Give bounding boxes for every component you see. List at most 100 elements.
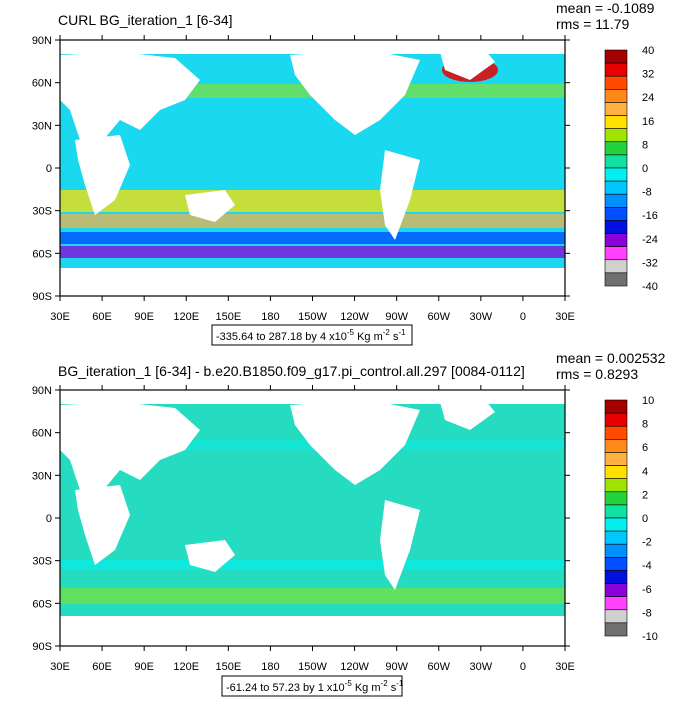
colorbar-label: -16 [642, 210, 658, 222]
stat-mean: mean = -0.1089 [556, 0, 655, 16]
colorbar-label: 8 [642, 419, 648, 431]
lat-tick-label: 0 [46, 163, 52, 175]
lon-tick-label: 150W [298, 311, 327, 323]
colorbar-label: -24 [642, 234, 658, 246]
range-note-box: -61.24 to 57.23 by 1 x10-5 Kg m-2 s-1 [221, 675, 404, 697]
colorbar-cell [604, 425, 628, 440]
lon-tick-label: 90E [134, 311, 154, 323]
lon-tick-label: 30E [555, 661, 575, 673]
colorbar-cell [604, 543, 628, 558]
band-southern-negative [60, 232, 565, 244]
lon-axis: 30E 60E 90E 120E 150E 180 150W 120W 90W 60W 30W 0 30… [50, 35, 575, 323]
lon-tick-label: 60W [427, 311, 450, 323]
arctic-blank [60, 40, 565, 54]
lon-tick-label: 150E [215, 311, 241, 323]
colorbar-label: -4 [642, 560, 652, 572]
panel-difference: BG_iteration_1 [6-34] - b.e20.B1850.f09_… [32, 350, 666, 697]
band-southern-positive [60, 190, 565, 212]
lat-tick-label: 0 [46, 513, 52, 525]
range-unit-tail: s [391, 682, 397, 694]
colorbar-label: -8 [642, 187, 652, 199]
africa [75, 485, 130, 565]
colorbar-label: 32 [642, 69, 654, 81]
colorbar-cell [604, 596, 628, 611]
africa [75, 135, 130, 215]
lon-tick-label: 120E [173, 311, 199, 323]
lat-tick-label: 30S [32, 556, 52, 568]
range-unit-exp: -2 [381, 679, 389, 688]
lon-tick-label: 90E [134, 661, 154, 673]
range-unit: Kg m [357, 331, 383, 343]
colorbar-cell [604, 583, 628, 597]
lon-tick-label: 180 [261, 311, 279, 323]
map-area [59, 389, 566, 647]
colorbar-cell [604, 504, 628, 519]
colorbar-cell [604, 220, 628, 234]
colorbar-cell [604, 154, 628, 169]
colorbar-label: 8 [642, 139, 648, 151]
range-unit-tail: s [393, 331, 399, 343]
lon-tick-label: 60E [92, 661, 112, 673]
lat-tick-label: 60S [32, 248, 52, 260]
lon-tick-label: 120W [340, 661, 369, 673]
svg-text:-335.64 to 287.18 by 4 x10-5 K: -335.64 to 287.18 by 4 x10-5 Kg m-2 s-1 [216, 328, 406, 343]
lon-tick-label: 30E [555, 311, 575, 323]
lat-tick-label: 60S [32, 598, 52, 610]
colorbar-cell [604, 89, 628, 103]
panel-curl: CURL BG_iteration_1 [6-34] mean = -0.108… [32, 0, 658, 346]
panel-title: BG_iteration_1 [6-34] - b.e20.B1850.f09_… [58, 363, 525, 379]
colorbar-cell [604, 272, 628, 287]
colorbar-cell [604, 233, 628, 247]
colorbar-cell [604, 128, 628, 143]
lat-tick-label: 90S [32, 641, 52, 653]
lon-tick-label: 60E [92, 311, 112, 323]
lon-tick-label: 120E [173, 661, 199, 673]
band-southern [60, 560, 565, 570]
colorbar-label: 2 [642, 489, 648, 501]
lon-axis: 30E 60E 90E 120E 150E 180 150W 120W 90W 60W 30W 0 30… [50, 385, 575, 673]
lat-tick-label: 30N [32, 470, 52, 482]
band-southern-strong [60, 214, 565, 228]
lat-tick-label: 90N [32, 385, 52, 397]
lon-tick-label: 180 [261, 661, 279, 673]
colorbar-label: 6 [642, 442, 648, 454]
range-exp: -5 [345, 679, 353, 688]
lat-tick-label: 60N [32, 428, 52, 440]
north-america [290, 400, 420, 485]
colorbar-cell [604, 622, 628, 637]
lat-axis: 90N 60N 30N 0 30S 60S 90S [32, 385, 570, 653]
range-note: -61.24 to 57.23 by 1 x10 [226, 682, 345, 694]
range-unit-tail-exp: -1 [396, 679, 404, 688]
colorbar-cell [604, 246, 628, 261]
north-america [290, 50, 420, 135]
range-exp: -5 [347, 328, 355, 337]
lat-tick-label: 60N [32, 78, 52, 90]
colorbar-label: 40 [642, 45, 654, 57]
colorbar-cell [604, 259, 628, 274]
lat-tick-label: 30N [32, 120, 52, 132]
colorbar-cell [604, 530, 628, 545]
band-southern-positive [60, 588, 565, 604]
south-america [380, 500, 420, 590]
colorbar-cell [604, 465, 628, 479]
eurasia [60, 52, 200, 150]
stat-rms: rms = 11.79 [556, 16, 629, 32]
greenland [440, 400, 495, 430]
colorbar-label: 4 [642, 466, 648, 478]
lon-tick-label: 30W [470, 661, 493, 673]
lat-tick-label: 30S [32, 206, 52, 218]
south-america [380, 150, 420, 240]
lon-tick-label: 0 [520, 311, 526, 323]
colorbar-label: 24 [642, 92, 654, 104]
colorbar-label: 0 [642, 513, 648, 525]
lon-tick-label: 90W [385, 311, 408, 323]
colorbar-label: -6 [642, 584, 652, 596]
lon-tick-label: 0 [520, 661, 526, 673]
colorbar-label: -8 [642, 607, 652, 619]
colorbar-cell [604, 193, 628, 208]
colorbar-cell [604, 412, 628, 427]
lon-tick-label: 30W [470, 311, 493, 323]
range-note: -335.64 to 287.18 by 4 x10 [216, 331, 347, 343]
colorbar-label: -2 [642, 537, 652, 549]
